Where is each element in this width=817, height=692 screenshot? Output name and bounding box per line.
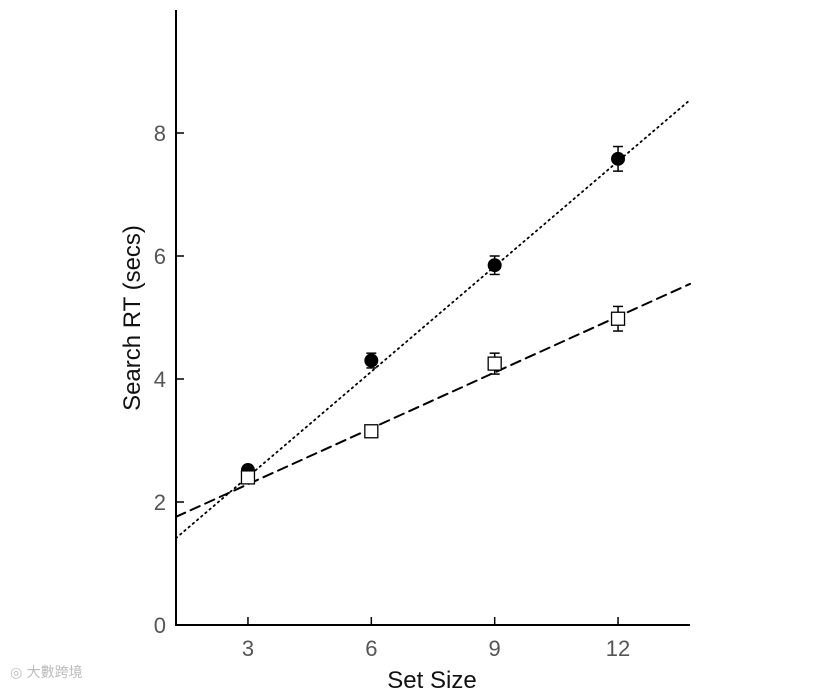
axes bbox=[175, 10, 690, 626]
square-marker bbox=[364, 424, 379, 439]
circle-marker bbox=[364, 353, 379, 368]
data-point-s1-0 bbox=[240, 470, 256, 485]
square-marker bbox=[240, 470, 256, 485]
y-axis-title: Search RT (secs) bbox=[119, 225, 146, 411]
fit-line-0 bbox=[175, 99, 691, 540]
y-tick-label-2: 2 bbox=[154, 490, 166, 515]
square-marker bbox=[487, 356, 502, 371]
x-axis-title: Set Size bbox=[387, 667, 476, 692]
data-marks bbox=[240, 145, 626, 485]
data-point-s1-3 bbox=[610, 305, 626, 332]
data-point-s0-1 bbox=[364, 352, 379, 369]
watermark: ◎ 大數跨境 bbox=[10, 662, 83, 682]
watermark-logo-icon: ◎ bbox=[10, 665, 23, 681]
x-tick-label-3: 3 bbox=[242, 636, 254, 661]
fit-lines bbox=[175, 99, 691, 540]
circle-marker bbox=[487, 258, 502, 273]
data-point-s1-2 bbox=[487, 352, 502, 375]
square-marker bbox=[610, 311, 626, 326]
y-tick-label-0: 0 bbox=[154, 613, 166, 638]
x-tick-label-9: 9 bbox=[489, 636, 501, 661]
x-tick-label-12: 12 bbox=[606, 636, 630, 661]
circle-marker bbox=[611, 151, 626, 166]
y-tick-label-8: 8 bbox=[154, 121, 166, 146]
ticks: 3 6 9 12 0 2 4 6 8 bbox=[154, 121, 631, 661]
y-tick-label-4: 4 bbox=[154, 367, 166, 392]
x-tick-label-6: 6 bbox=[365, 636, 377, 661]
data-point-s0-3 bbox=[611, 145, 626, 172]
fit-line-1 bbox=[175, 282, 691, 518]
y-tick-label-6: 6 bbox=[154, 244, 166, 269]
watermark-text: 大數跨境 bbox=[26, 665, 83, 681]
data-point-s0-2 bbox=[487, 255, 502, 276]
data-point-s1-1 bbox=[364, 424, 379, 439]
